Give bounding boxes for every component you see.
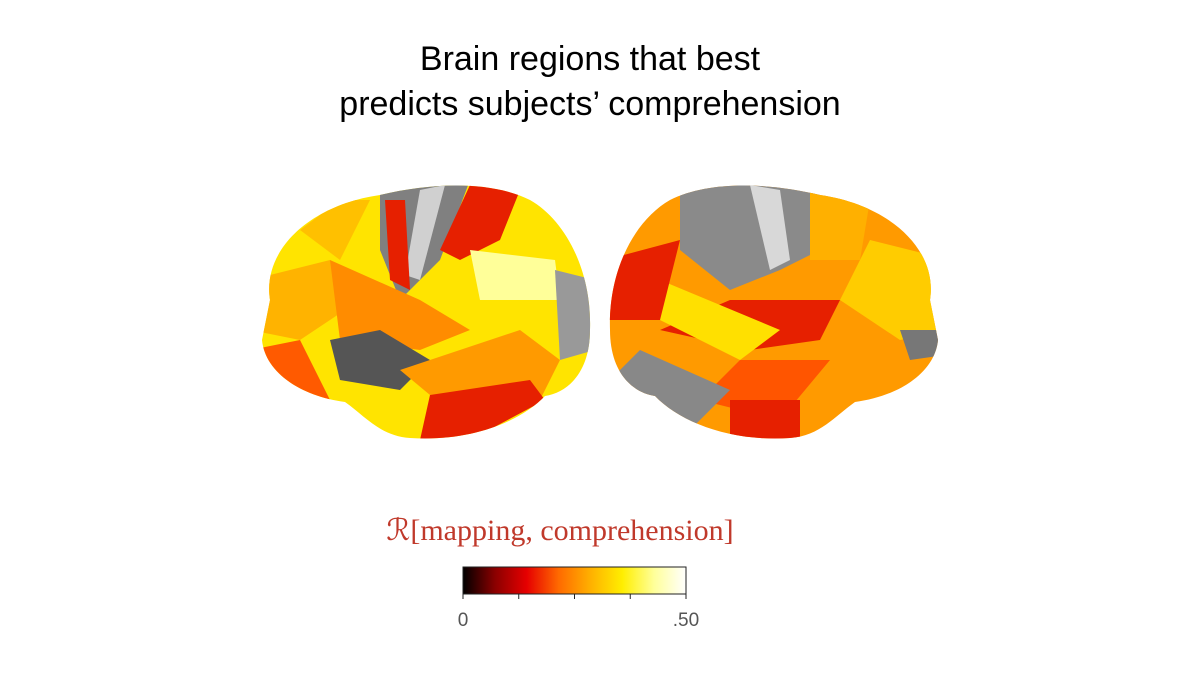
colorbar-label: ℛ[mapping, comprehension] bbox=[386, 514, 733, 547]
brain-right bbox=[609, 185, 938, 439]
title-line: Brain regions that best bbox=[420, 40, 761, 78]
tick-label: .50 bbox=[673, 610, 699, 631]
colorbar-fill bbox=[462, 566, 687, 595]
colorbar: 0.50 bbox=[458, 566, 699, 631]
title-line: predicts subjects’ comprehension bbox=[339, 85, 840, 123]
tick-label: 0 bbox=[458, 610, 469, 631]
brain-left bbox=[262, 185, 591, 439]
